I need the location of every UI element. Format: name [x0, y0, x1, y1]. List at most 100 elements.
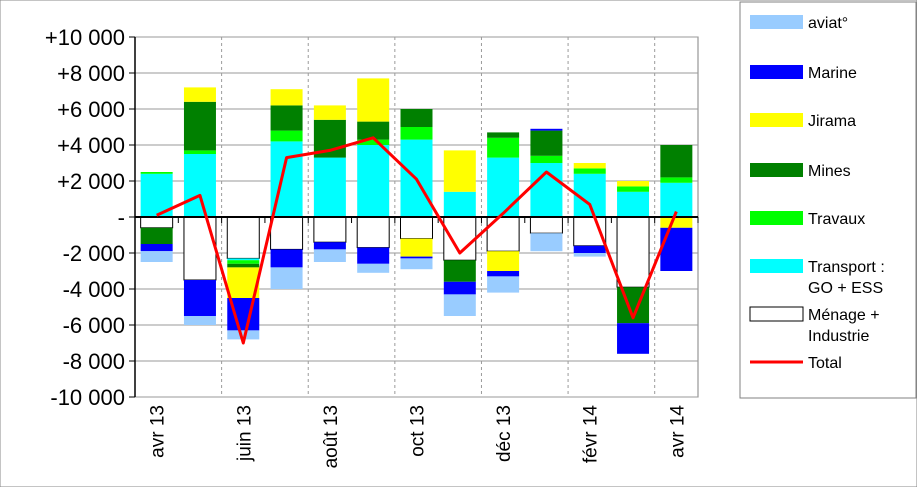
bar-segment: [313, 249, 346, 262]
bars: [140, 78, 693, 354]
x-tick-label: août 13: [321, 405, 342, 468]
bar-segment: [443, 294, 476, 316]
bar-segment: [183, 280, 216, 316]
bar-segment: [183, 154, 216, 217]
y-tick-label: -2 000: [63, 241, 125, 266]
bar-segment: [400, 127, 433, 140]
y-tick-label: -8 000: [63, 349, 125, 374]
bar-segment: [660, 182, 693, 217]
bar-segment: [487, 132, 520, 138]
bar-segment: [443, 191, 476, 217]
x-tick-label: avr 14: [667, 405, 688, 458]
bar-segment: [140, 172, 173, 174]
bar-segment: [400, 258, 433, 270]
legend-label-travaux: Travaux: [808, 211, 865, 228]
bar-segment: [400, 216, 433, 240]
bar-segment: [183, 87, 216, 102]
bar-segment: [140, 251, 173, 262]
bar-segment: [617, 181, 650, 187]
y-tick-label: +8 000: [57, 61, 125, 86]
x-tick-label: févr 14: [581, 405, 602, 464]
legend-swatch-travaux: [750, 211, 803, 225]
legend-swatch-mines: [750, 163, 803, 177]
bar-segment: [356, 216, 390, 249]
bar-segment: [270, 89, 303, 106]
legend-swatch-aviat: [750, 15, 803, 29]
x-tick-labels: avr 13 juin 13 août 13 oct 13 déc 13 févr 14 a…: [148, 405, 689, 469]
bar-segment: [227, 330, 260, 340]
bar-segment: [270, 249, 303, 268]
bar-segment: [140, 244, 173, 252]
bar-segment: [357, 145, 390, 217]
bar-segment: [660, 145, 693, 178]
legend-swatch-transport: [750, 259, 803, 273]
bar-segment: [529, 216, 563, 234]
legend-label-menage: Ménage +: [808, 307, 880, 324]
bar-segment: [270, 105, 303, 131]
bar-segment: [226, 216, 260, 259]
bar-segment: [573, 245, 606, 253]
bar-segment: [183, 216, 217, 281]
y-tick-label: -: [118, 205, 125, 230]
legend-swatch-marine: [750, 65, 803, 79]
bar-segment: [487, 251, 520, 271]
bar-segment: [313, 157, 346, 217]
bar-segment: [617, 191, 650, 217]
legend-label-marine: Marine: [808, 65, 857, 82]
total-line: [156, 136, 678, 345]
total-series-line: [156, 136, 678, 345]
legend-label-aviat: aviat°: [808, 15, 848, 32]
bar-segment: [400, 238, 433, 257]
bar-segment: [357, 247, 390, 264]
legend-label-menage-line2: Industrie: [808, 328, 869, 345]
bar-segment: [140, 227, 173, 244]
bar-segment: [183, 150, 216, 154]
bar-segment: [227, 258, 260, 261]
bar-segment: [443, 281, 476, 295]
x-tick-label: déc 13: [494, 405, 515, 462]
bar-segment: [443, 260, 476, 282]
bar-segment: [183, 101, 216, 151]
legend-label-total: Total: [808, 355, 842, 372]
x-tick-label: juin 13: [234, 405, 255, 462]
y-tick-label: +4 000: [57, 133, 125, 158]
bar-segment: [313, 105, 346, 120]
bar-segment: [443, 150, 476, 192]
bar-segment: [357, 121, 390, 140]
bar-segment: [530, 130, 563, 156]
bar-segment: [270, 216, 304, 250]
y-tick-label: +2 000: [57, 169, 125, 194]
legend-label-mines: Mines: [808, 163, 851, 180]
y-tick-label: -4 000: [63, 277, 125, 302]
legend-label-transport-line2: GO + ESS: [808, 280, 883, 297]
x-tick-label: avr 13: [148, 405, 169, 458]
bar-segment: [573, 253, 606, 257]
bar-segment: [530, 233, 563, 252]
bar-segment: [313, 242, 346, 250]
bar-segment: [660, 217, 693, 228]
y-tick-label: +6 000: [57, 97, 125, 122]
bar-segment: [487, 157, 520, 217]
bar-segment: [617, 186, 650, 192]
bar-segment: [660, 227, 693, 271]
y-tick-label: +10 000: [45, 25, 125, 50]
bar-segment: [270, 130, 303, 142]
bar-segment: [573, 168, 606, 174]
bar-segment: [357, 78, 390, 122]
bar-segment: [400, 256, 433, 259]
bar-segment: [227, 260, 260, 264]
legend-swatch-jirama: [750, 113, 803, 127]
x-tick-label: oct 13: [408, 405, 429, 457]
bar-segment: [270, 267, 303, 289]
bar-segment: [530, 128, 563, 131]
legend-swatch-menage: [749, 306, 804, 322]
bar-segment: [140, 216, 174, 229]
y-tick-labels: +10 000 +8 000 +6 000 +4 000 +2 000 - -2 000 -4…: [45, 25, 125, 410]
bar-segment: [487, 276, 520, 293]
legend: aviat° Marine Jirama Mines Travaux Transport …: [739, 1, 917, 399]
bar-segment: [227, 263, 260, 268]
bar-segment: [616, 216, 650, 288]
bar-segment: [400, 109, 433, 127]
bar-segment: [660, 177, 693, 183]
legend-label-transport: Transport :: [808, 259, 885, 276]
